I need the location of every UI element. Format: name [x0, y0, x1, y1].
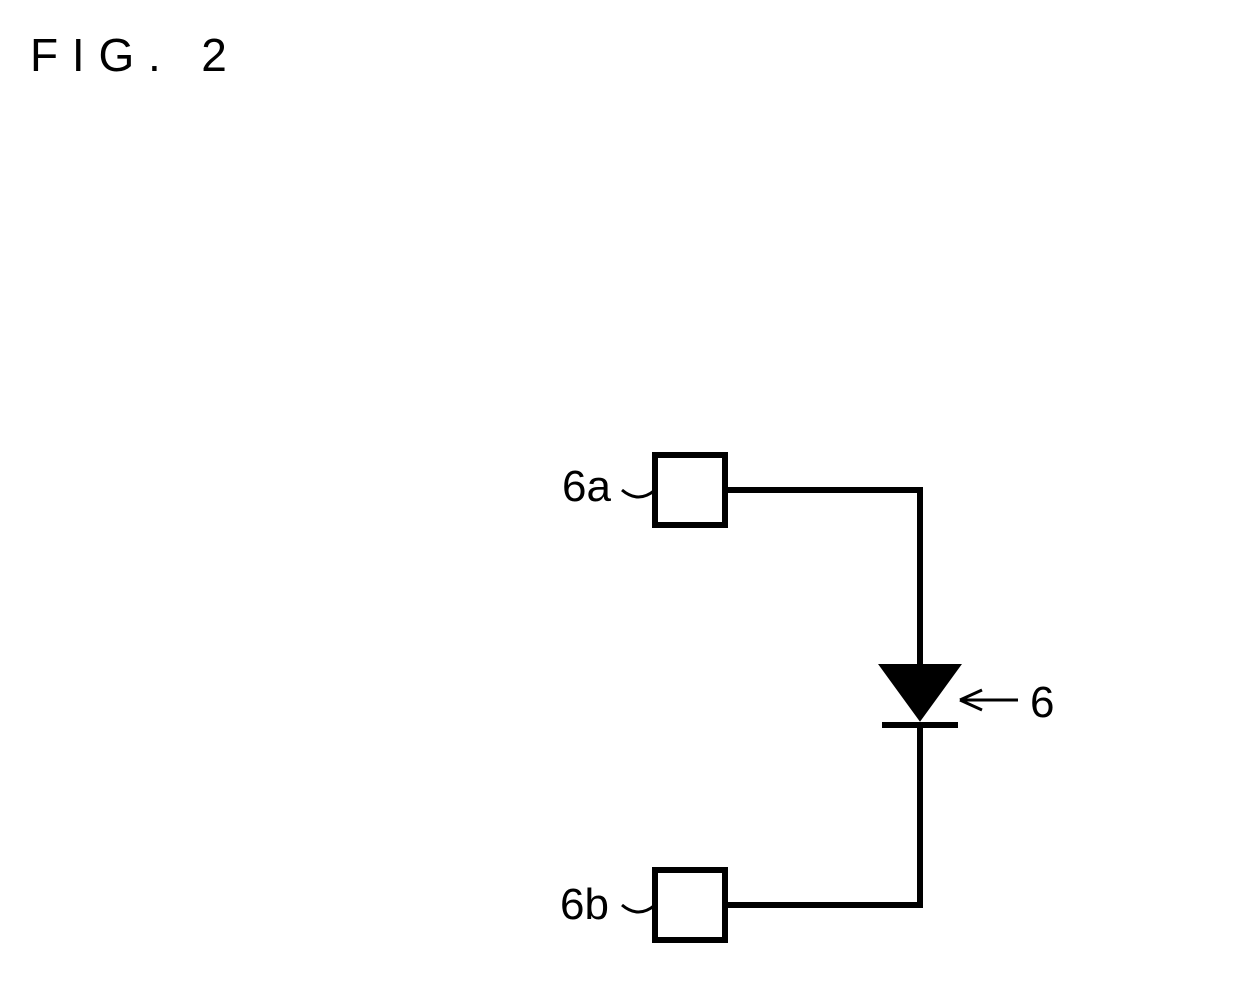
terminals-group — [655, 455, 725, 940]
terminal-label-6b: 6b — [560, 880, 609, 930]
diode-triangle-icon — [880, 665, 960, 720]
terminal-bottom — [655, 870, 725, 940]
leader-bottom — [622, 905, 655, 912]
diode-label: 6 — [1030, 678, 1054, 728]
leader-top — [622, 490, 655, 497]
circuit-diagram — [0, 0, 1240, 1006]
wires-group — [725, 490, 920, 905]
terminal-top — [655, 455, 725, 525]
terminal-label-6a: 6a — [562, 462, 611, 512]
diode-symbol — [880, 665, 960, 735]
leader-lines — [622, 490, 1018, 912]
